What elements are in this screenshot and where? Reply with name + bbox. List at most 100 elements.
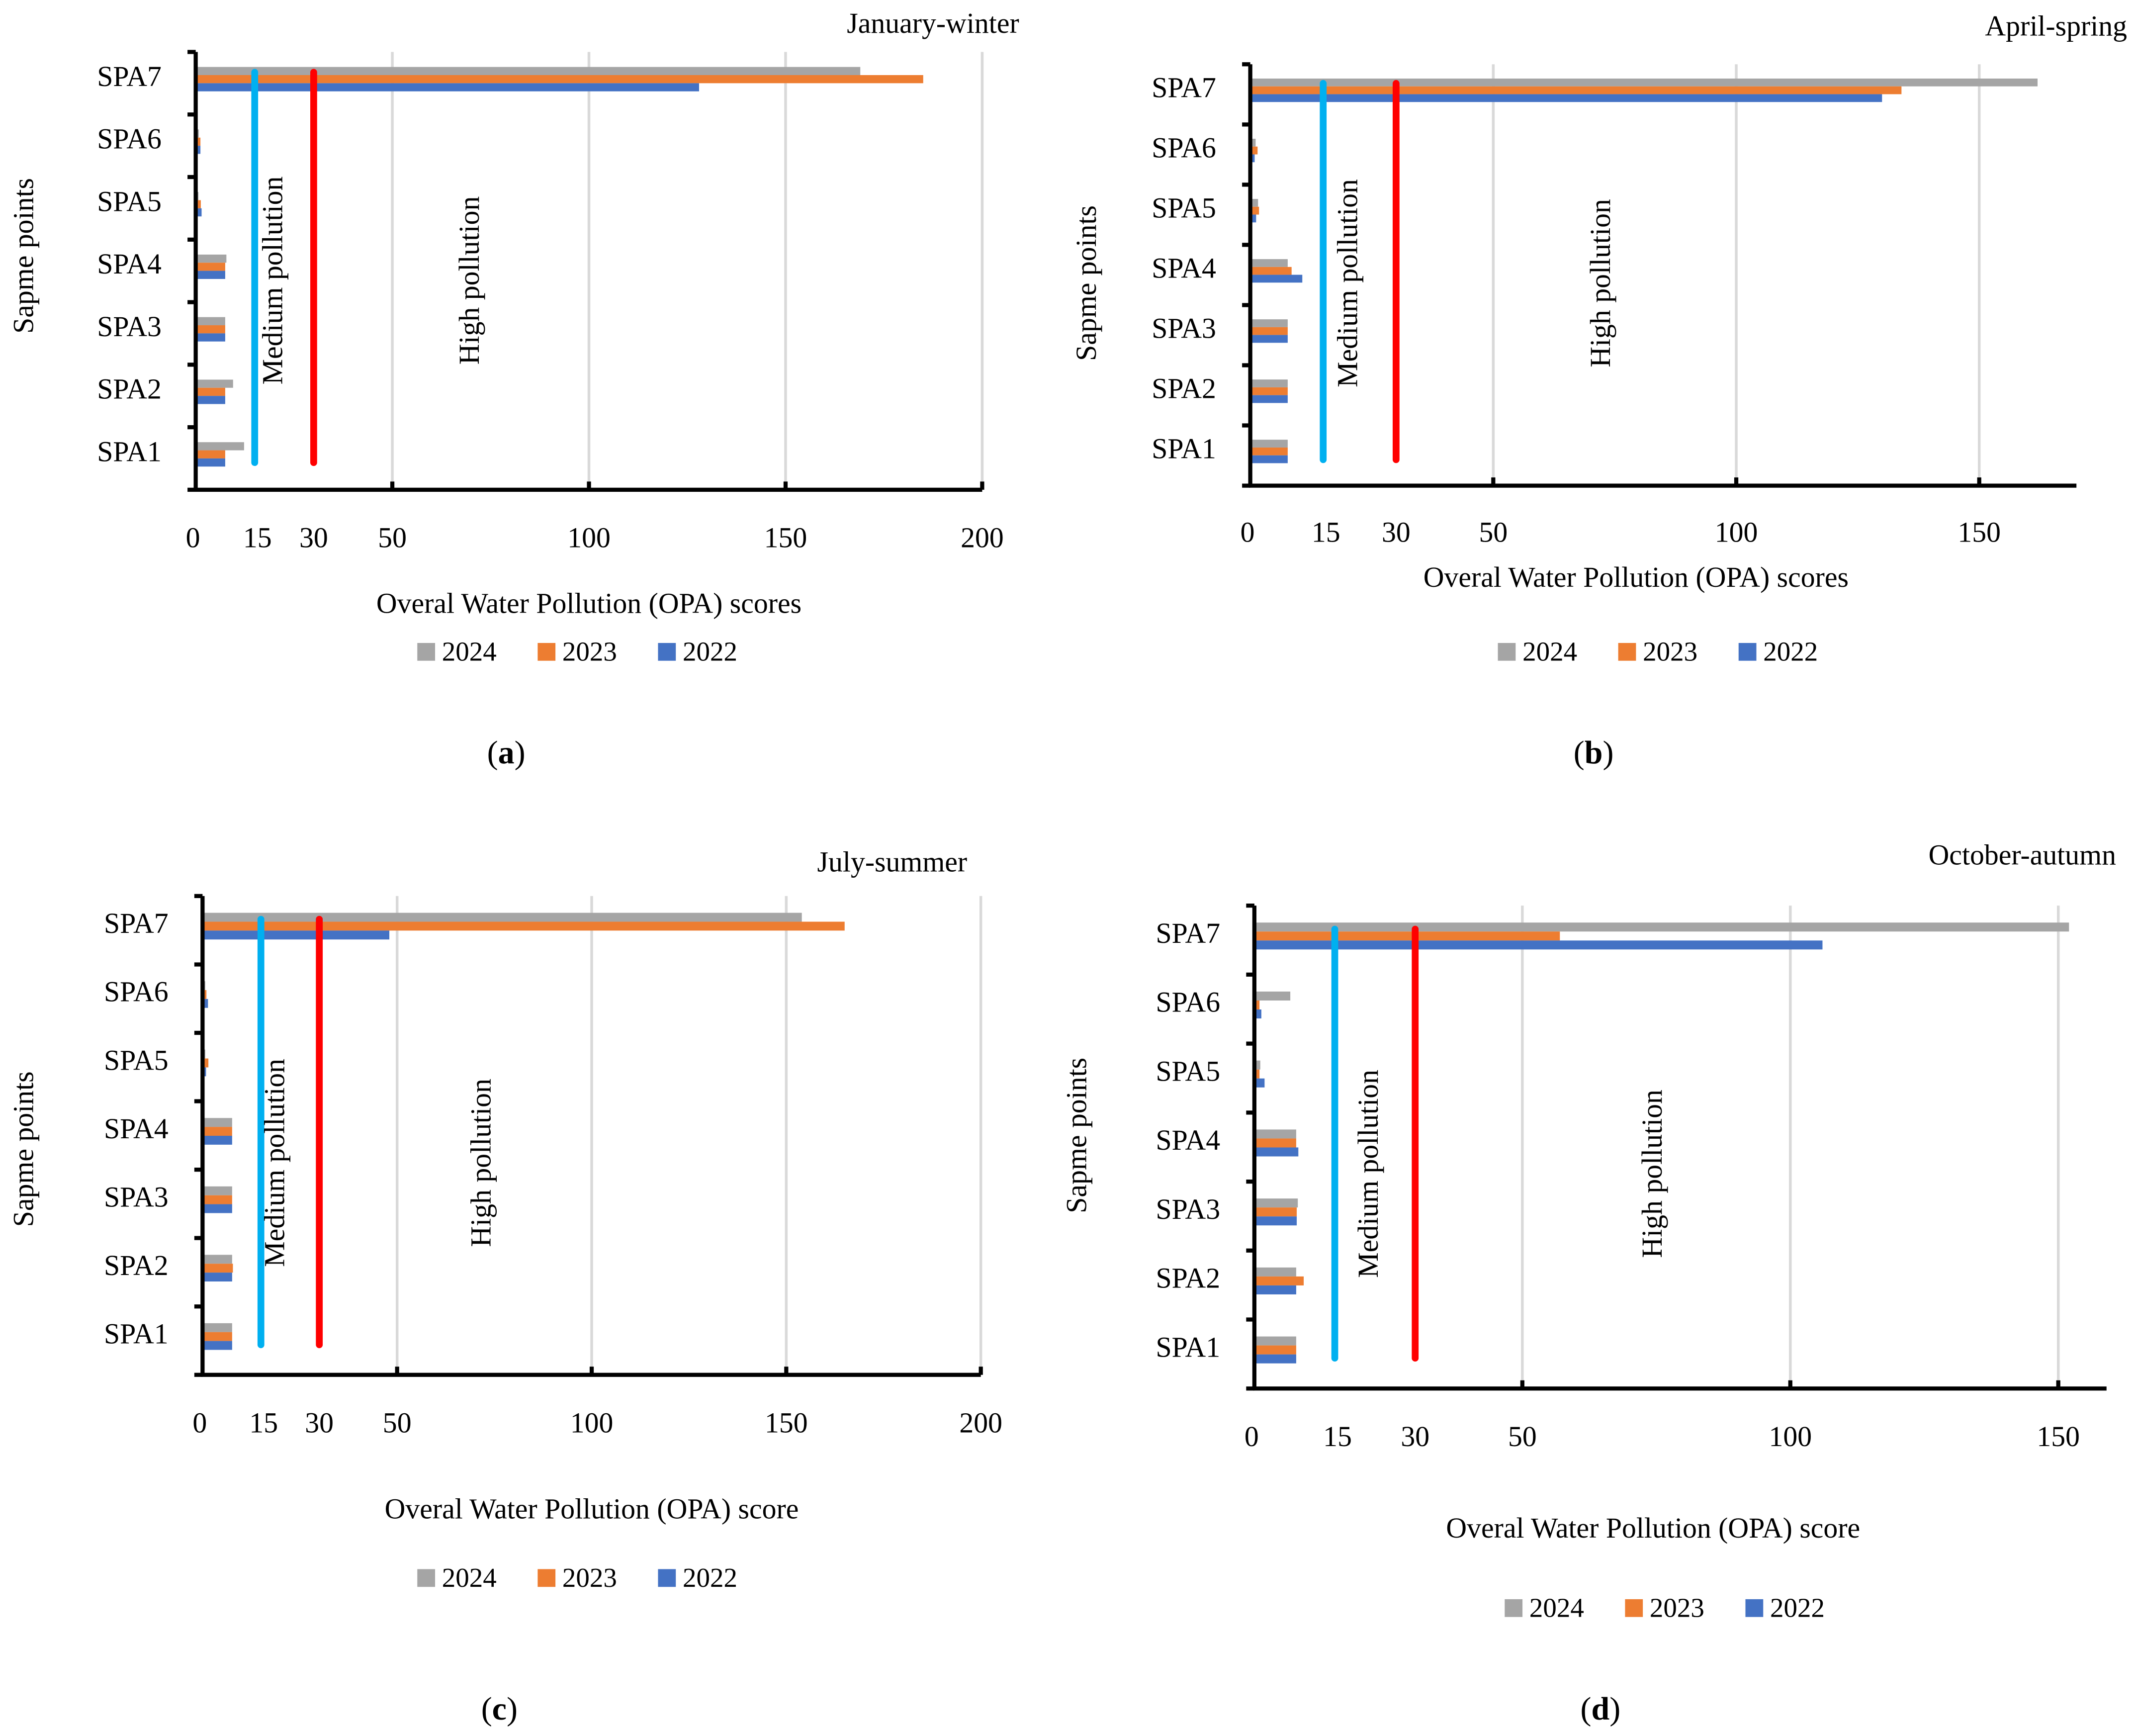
category-label: SPA2 xyxy=(97,374,162,405)
bar-SPA2-2024 xyxy=(1254,1267,1296,1277)
bar-SPA7-2022 xyxy=(195,83,699,91)
chart-title: January-winter xyxy=(847,8,1019,39)
bar-SPA3-2023 xyxy=(195,325,225,334)
y-axis-label: Sapme points xyxy=(1071,205,1102,361)
bar-SPA3-2024 xyxy=(1254,1198,1298,1208)
x-tick-label: 30 xyxy=(1382,517,1411,548)
bar-SPA1-2022 xyxy=(1250,455,1288,463)
bar-SPA4-2023 xyxy=(202,1127,232,1136)
chart-panel-c: SPA1 SPA2 SPA3 SPA4 SPA5 SPA6 SPA7 0 15 30 50 100 15… xyxy=(8,846,1002,1727)
chart-panel-d: SPA1 SPA2 SPA3 SPA4 SPA5 SPA6 SPA7 0 15 30 50 100 15… xyxy=(1062,840,2117,1727)
chart-title: July-summer xyxy=(817,846,968,878)
bar-SPA4-2022 xyxy=(1250,274,1303,283)
category-label: SPA1 xyxy=(97,436,162,467)
high-pollution-label: High pollution xyxy=(454,196,485,365)
y-axis-label: Sapme points xyxy=(8,1071,39,1227)
panel-caption: (b) xyxy=(1574,734,1614,771)
y-axis-label: Sapme points xyxy=(8,178,39,334)
x-tick-label: 200 xyxy=(961,522,1004,553)
bar-SPA2-2024 xyxy=(195,379,233,388)
x-tick-label: 0 xyxy=(192,1407,207,1439)
y-axis-label: Sapme points xyxy=(1062,1058,1093,1213)
x-tick-label: 30 xyxy=(299,522,328,553)
bar-SPA6-2022 xyxy=(202,999,208,1008)
high-pollution-label: High pollution xyxy=(1585,199,1616,367)
bar-SPA3-2024 xyxy=(1250,319,1288,327)
x-tick-label: 200 xyxy=(959,1407,1002,1439)
bar-SPA2-2024 xyxy=(202,1255,232,1264)
x-tick-label: 100 xyxy=(1715,517,1758,548)
legend-swatch-2022 xyxy=(658,1569,676,1587)
x-tick-label: 0 xyxy=(186,522,200,553)
bar-SPA4-2022 xyxy=(202,1136,232,1145)
bar-SPA3-2022 xyxy=(1254,1216,1297,1226)
bar-SPA4-2023 xyxy=(1250,267,1292,275)
x-tick-label: 30 xyxy=(1401,1421,1429,1453)
bar-SPA2-2024 xyxy=(1250,379,1288,387)
category-label: SPA5 xyxy=(1156,1056,1221,1087)
x-axis-label: Overal Water Pollution (OPA) scores xyxy=(376,588,801,619)
x-tick-label: 150 xyxy=(764,522,807,553)
bar-SPA1-2024 xyxy=(1254,1336,1296,1346)
bar-SPA7-2024 xyxy=(1250,78,2038,87)
bar-SPA5-2022 xyxy=(195,208,202,217)
bar-SPA3-2023 xyxy=(1254,1207,1297,1217)
bar-SPA4-2024 xyxy=(1250,259,1288,267)
bar-SPA1-2024 xyxy=(1250,440,1288,448)
bar-SPA5-2023 xyxy=(1250,206,1259,215)
legend-label: 2022 xyxy=(683,1562,737,1593)
medium-pollution-label: Medium pollution xyxy=(260,1059,291,1267)
bar-SPA6-2022 xyxy=(195,146,201,154)
legend-label: 2022 xyxy=(1770,1593,1825,1623)
bar-SPA4-2023 xyxy=(1254,1138,1296,1148)
bar-SPA4-2024 xyxy=(1254,1129,1296,1139)
x-tick-label: 15 xyxy=(1323,1421,1352,1453)
category-label: SPA2 xyxy=(104,1250,169,1281)
category-label: SPA3 xyxy=(1156,1194,1221,1225)
bar-SPA1-2024 xyxy=(195,442,244,451)
panel-caption: (a) xyxy=(487,734,526,771)
high-pollution-label: High pollution xyxy=(466,1079,497,1247)
legend-swatch-2023 xyxy=(1625,1599,1643,1617)
bar-SPA2-2023 xyxy=(1250,387,1288,395)
x-tick-label: 0 xyxy=(1241,517,1255,548)
category-label: SPA7 xyxy=(1156,918,1221,949)
x-axis-label: Overal Water Pollution (OPA) score xyxy=(385,1494,799,1525)
x-tick-label: 15 xyxy=(243,522,272,553)
category-label: SPA3 xyxy=(97,311,162,343)
legend-swatch-2022 xyxy=(1738,642,1757,661)
chart-panel-a: SPA1 SPA2 SPA3 SPA4 SPA5 SPA6 SPA7 0 15 30 50 100 15… xyxy=(8,8,1019,771)
bar-SPA4-2023 xyxy=(195,263,225,271)
category-label: SPA5 xyxy=(104,1045,169,1076)
medium-pollution-label: Medium pollution xyxy=(1353,1070,1384,1278)
legend-swatch-2023 xyxy=(537,642,556,661)
x-tick-label: 150 xyxy=(2037,1421,2080,1453)
x-tick-label: 50 xyxy=(378,522,407,553)
bar-SPA6-2022 xyxy=(1250,154,1255,163)
bar-SPA1-2023 xyxy=(1250,447,1288,456)
bar-SPA5-2023 xyxy=(202,1058,209,1068)
bar-SPA7-2024 xyxy=(195,67,861,75)
chart-title: October-autumn xyxy=(1929,840,2117,871)
x-tick-label: 150 xyxy=(1957,517,2001,548)
category-label: SPA4 xyxy=(104,1113,169,1145)
caption-letter: d xyxy=(1592,1691,1610,1727)
legend-swatch-2022 xyxy=(1745,1599,1764,1617)
chart-title: April-spring xyxy=(1985,11,2127,42)
bar-SPA2-2022 xyxy=(1254,1285,1296,1294)
bar-SPA7-2024 xyxy=(1254,922,2069,932)
category-label: SPA2 xyxy=(1156,1263,1221,1294)
bar-SPA7-2023 xyxy=(202,921,845,931)
bar-SPA3-2022 xyxy=(1250,335,1288,343)
bar-SPA7-2023 xyxy=(1254,931,1560,941)
bar-SPA4-2022 xyxy=(195,271,225,279)
bar-SPA2-2023 xyxy=(195,387,225,396)
panel-caption: (c) xyxy=(481,1691,518,1727)
category-label: SPA4 xyxy=(1152,253,1216,284)
category-label: SPA2 xyxy=(1152,373,1216,405)
category-label: SPA1 xyxy=(104,1318,169,1350)
category-label: SPA4 xyxy=(1156,1125,1221,1156)
chart-panel-b: SPA1 SPA2 SPA3 SPA4 SPA5 SPA6 SPA7 0 15 30 50 100 15… xyxy=(1071,11,2127,771)
bar-SPA6-2024 xyxy=(1250,139,1256,147)
x-tick-label: 50 xyxy=(1479,517,1508,548)
